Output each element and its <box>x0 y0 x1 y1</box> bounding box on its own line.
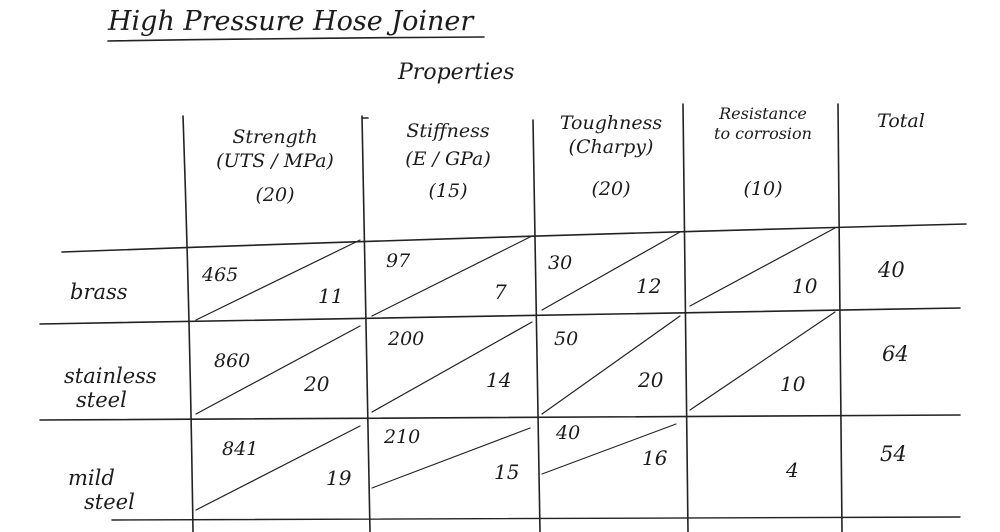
cell-brass-toughness-value: 30 <box>548 252 573 274</box>
title-underline <box>107 36 485 42</box>
grid-col-line-4 <box>682 103 689 532</box>
grid-col-line-2 <box>361 115 371 532</box>
grid-rule-lower <box>39 414 961 421</box>
cell-stainless-stiffness-value: 200 <box>388 328 425 350</box>
cell-mild-toughness-value: 40 <box>556 422 581 444</box>
grid-rule-bottom <box>111 516 961 521</box>
header-toughness: Toughness (Charpy) (20) <box>559 112 663 200</box>
header-strength: Strength (UTS / MPa) (20) <box>216 126 334 206</box>
slash-r1-c4 <box>689 227 836 307</box>
cell-brass-corrosion-score: 10 <box>792 274 818 298</box>
slash-r2-c1 <box>195 325 361 415</box>
cell-mild-toughness-score: 16 <box>642 446 668 470</box>
cell-mild-total: 54 <box>880 442 907 466</box>
cell-stainless-corrosion-score: 10 <box>780 372 806 396</box>
cell-brass-stiffness-score: 7 <box>494 280 507 304</box>
cell-mild-stiffness-value: 210 <box>384 426 421 448</box>
cell-mild-strength-score: 19 <box>326 466 352 490</box>
cell-stainless-toughness-score: 20 <box>638 368 664 392</box>
properties-header: Properties <box>398 60 515 85</box>
cell-brass-strength-score: 11 <box>318 284 344 308</box>
header-corrosion: Resistance to corrosion (10) <box>714 104 812 200</box>
cell-mild-strength-value: 841 <box>222 438 259 460</box>
cell-stainless-toughness-value: 50 <box>554 328 579 350</box>
grid-rule-middle <box>39 307 961 325</box>
cell-stainless-strength-value: 860 <box>214 350 251 372</box>
slash-r2-c2 <box>371 321 533 413</box>
cell-brass-total: 40 <box>878 258 905 282</box>
slash-r3-c2 <box>371 427 531 489</box>
cell-stainless-stiffness-score: 14 <box>486 368 512 392</box>
slash-r3-c1 <box>195 425 361 511</box>
slash-r3-c3 <box>541 423 677 475</box>
slash-r2-c4 <box>689 311 836 411</box>
header-total: Total <box>877 110 925 132</box>
row-label-stainless-steel: stainless steel <box>64 364 157 413</box>
slash-r2-c3 <box>541 315 681 415</box>
slash-r1-c1 <box>195 239 361 321</box>
grid-rule-top <box>61 223 967 253</box>
cell-brass-toughness-score: 12 <box>636 274 662 298</box>
slash-r1-c2 <box>371 235 533 317</box>
row-label-brass: brass <box>70 280 128 304</box>
grid-col-line-1 <box>182 115 194 532</box>
cell-brass-strength-value: 465 <box>202 264 239 286</box>
slash-r1-c3 <box>541 231 681 311</box>
grid-col-line-5 <box>837 103 843 532</box>
cell-stainless-strength-score: 20 <box>304 372 330 396</box>
header-stiffness: Stiffness (E / GPa) (15) <box>405 120 491 202</box>
cell-stainless-total: 64 <box>882 342 909 366</box>
page-title: High Pressure Hose Joiner <box>108 6 474 37</box>
row-label-mild-steel: mild steel <box>68 466 135 515</box>
cell-mild-stiffness-score: 15 <box>494 460 520 484</box>
cell-brass-stiffness-value: 97 <box>386 250 411 272</box>
cell-mild-corrosion-score: 4 <box>786 458 799 482</box>
grid-col-line-3 <box>532 119 541 532</box>
